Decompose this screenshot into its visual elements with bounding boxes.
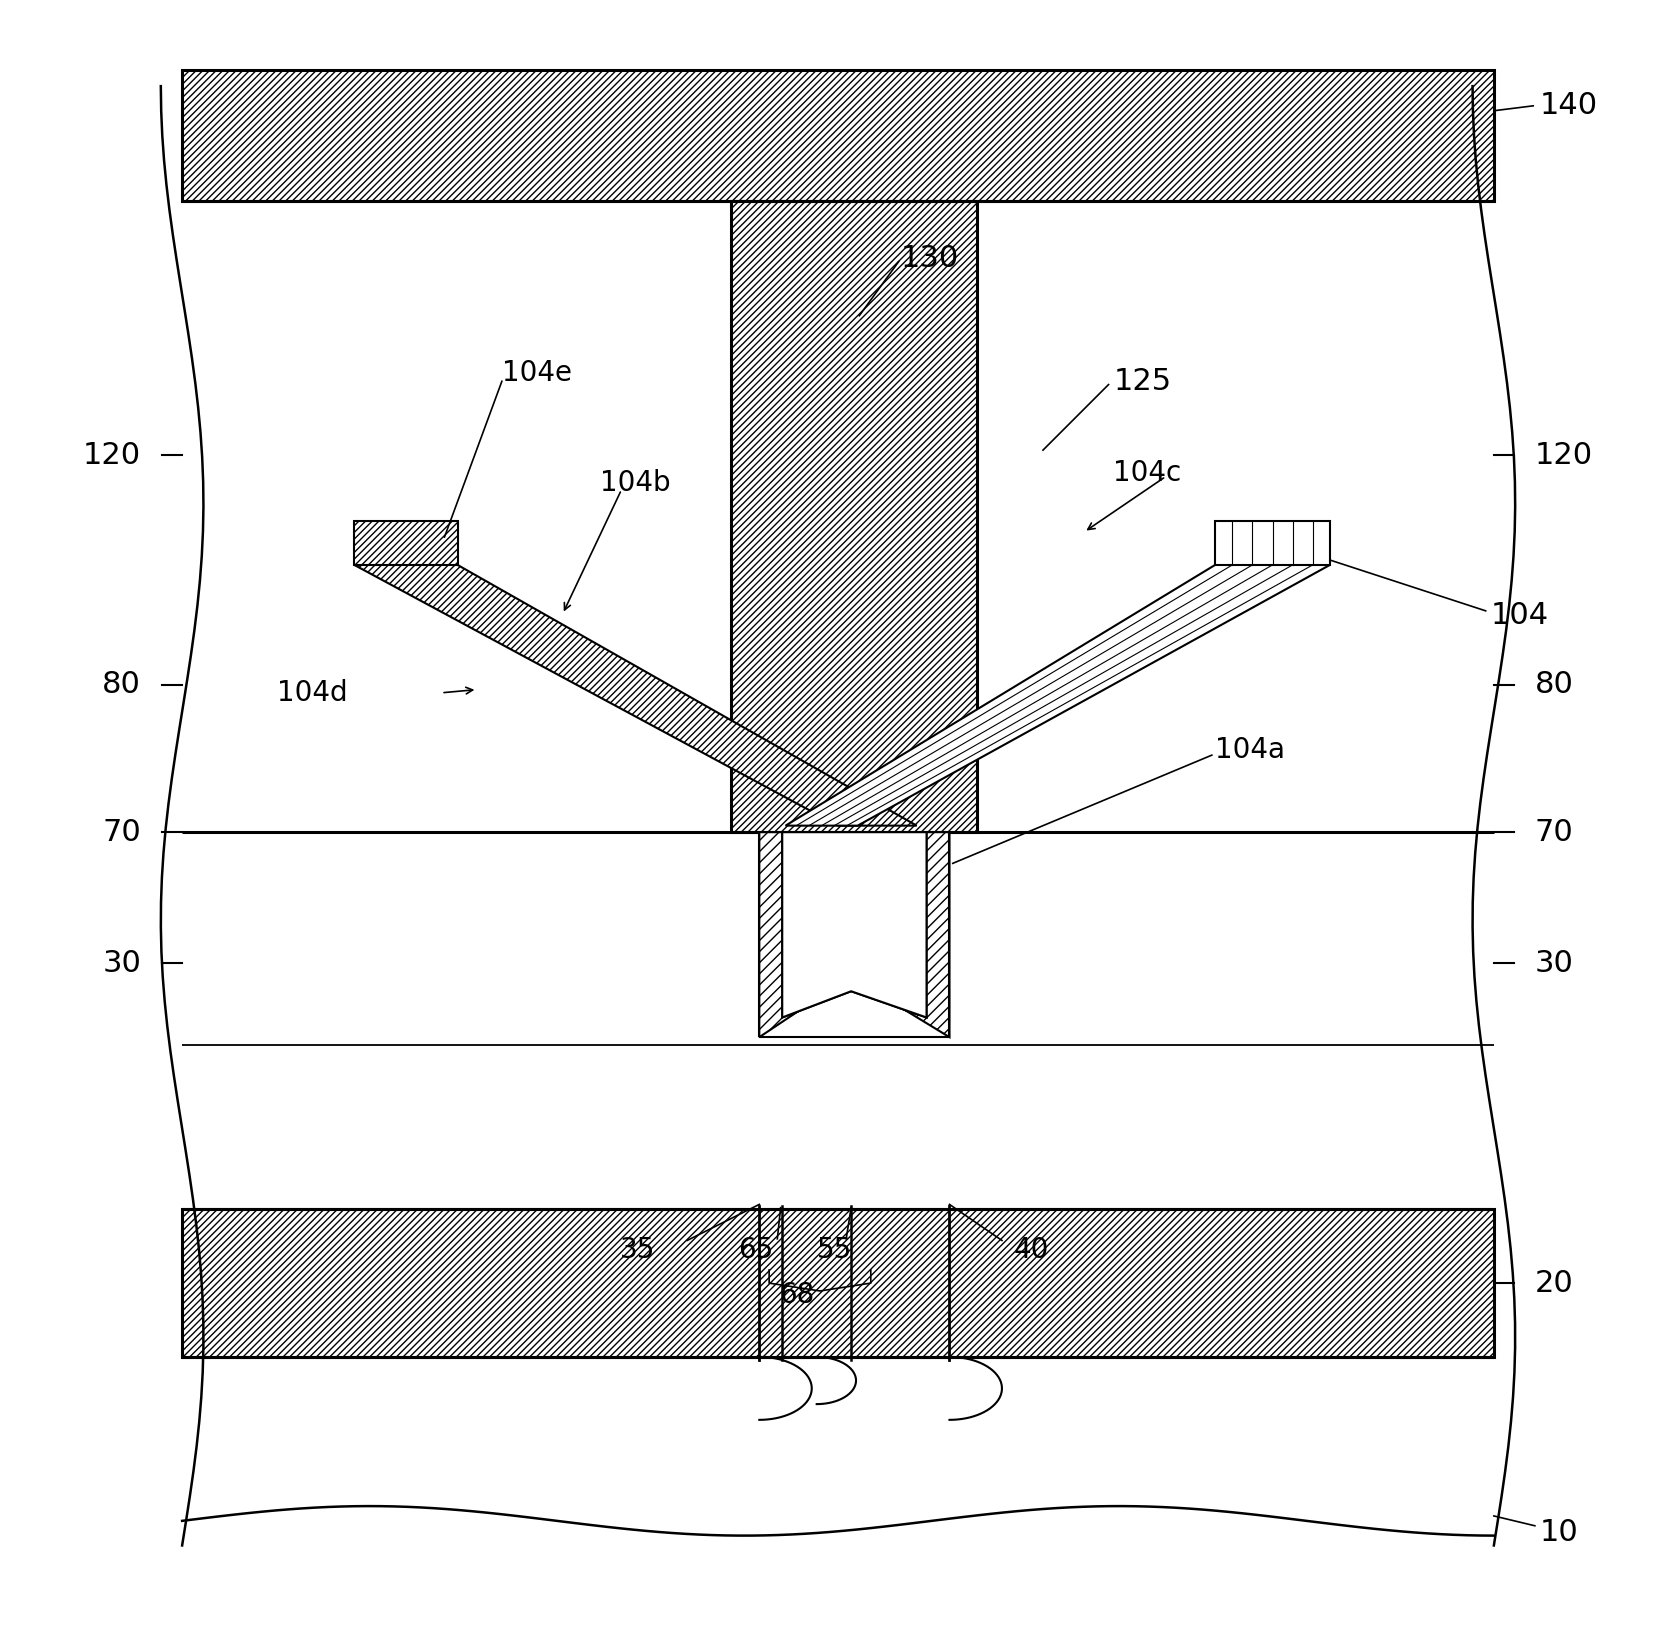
- Text: 20: 20: [1535, 1269, 1574, 1297]
- Text: 70: 70: [1535, 817, 1574, 847]
- Text: 104e: 104e: [501, 359, 572, 387]
- Polygon shape: [183, 69, 1493, 201]
- Text: 104c: 104c: [1113, 460, 1182, 488]
- Text: 30: 30: [1535, 949, 1574, 977]
- Text: 130: 130: [900, 244, 959, 274]
- Polygon shape: [1215, 521, 1329, 565]
- Text: 80: 80: [102, 671, 141, 699]
- Polygon shape: [354, 521, 458, 565]
- Text: 104: 104: [1490, 602, 1549, 630]
- Polygon shape: [759, 832, 851, 1037]
- Text: 30: 30: [102, 949, 141, 977]
- Text: 104a: 104a: [1215, 737, 1285, 765]
- Polygon shape: [851, 832, 950, 1037]
- Polygon shape: [786, 565, 1329, 826]
- Text: 120: 120: [1535, 440, 1592, 470]
- Text: 140: 140: [1540, 91, 1597, 120]
- Text: 68: 68: [779, 1280, 815, 1309]
- Text: 125: 125: [1113, 368, 1172, 396]
- Polygon shape: [731, 201, 977, 832]
- Text: 70: 70: [102, 817, 141, 847]
- Text: 65: 65: [739, 1236, 774, 1264]
- Text: 55: 55: [818, 1236, 853, 1264]
- Polygon shape: [354, 565, 917, 826]
- Text: 104d: 104d: [277, 679, 349, 707]
- Text: 40: 40: [1014, 1236, 1049, 1264]
- Text: 35: 35: [620, 1236, 655, 1264]
- Text: 120: 120: [84, 440, 141, 470]
- Text: 104b: 104b: [600, 470, 670, 498]
- Polygon shape: [783, 832, 927, 1017]
- Text: 10: 10: [1540, 1518, 1579, 1547]
- Polygon shape: [183, 1210, 1493, 1356]
- Text: 80: 80: [1535, 671, 1574, 699]
